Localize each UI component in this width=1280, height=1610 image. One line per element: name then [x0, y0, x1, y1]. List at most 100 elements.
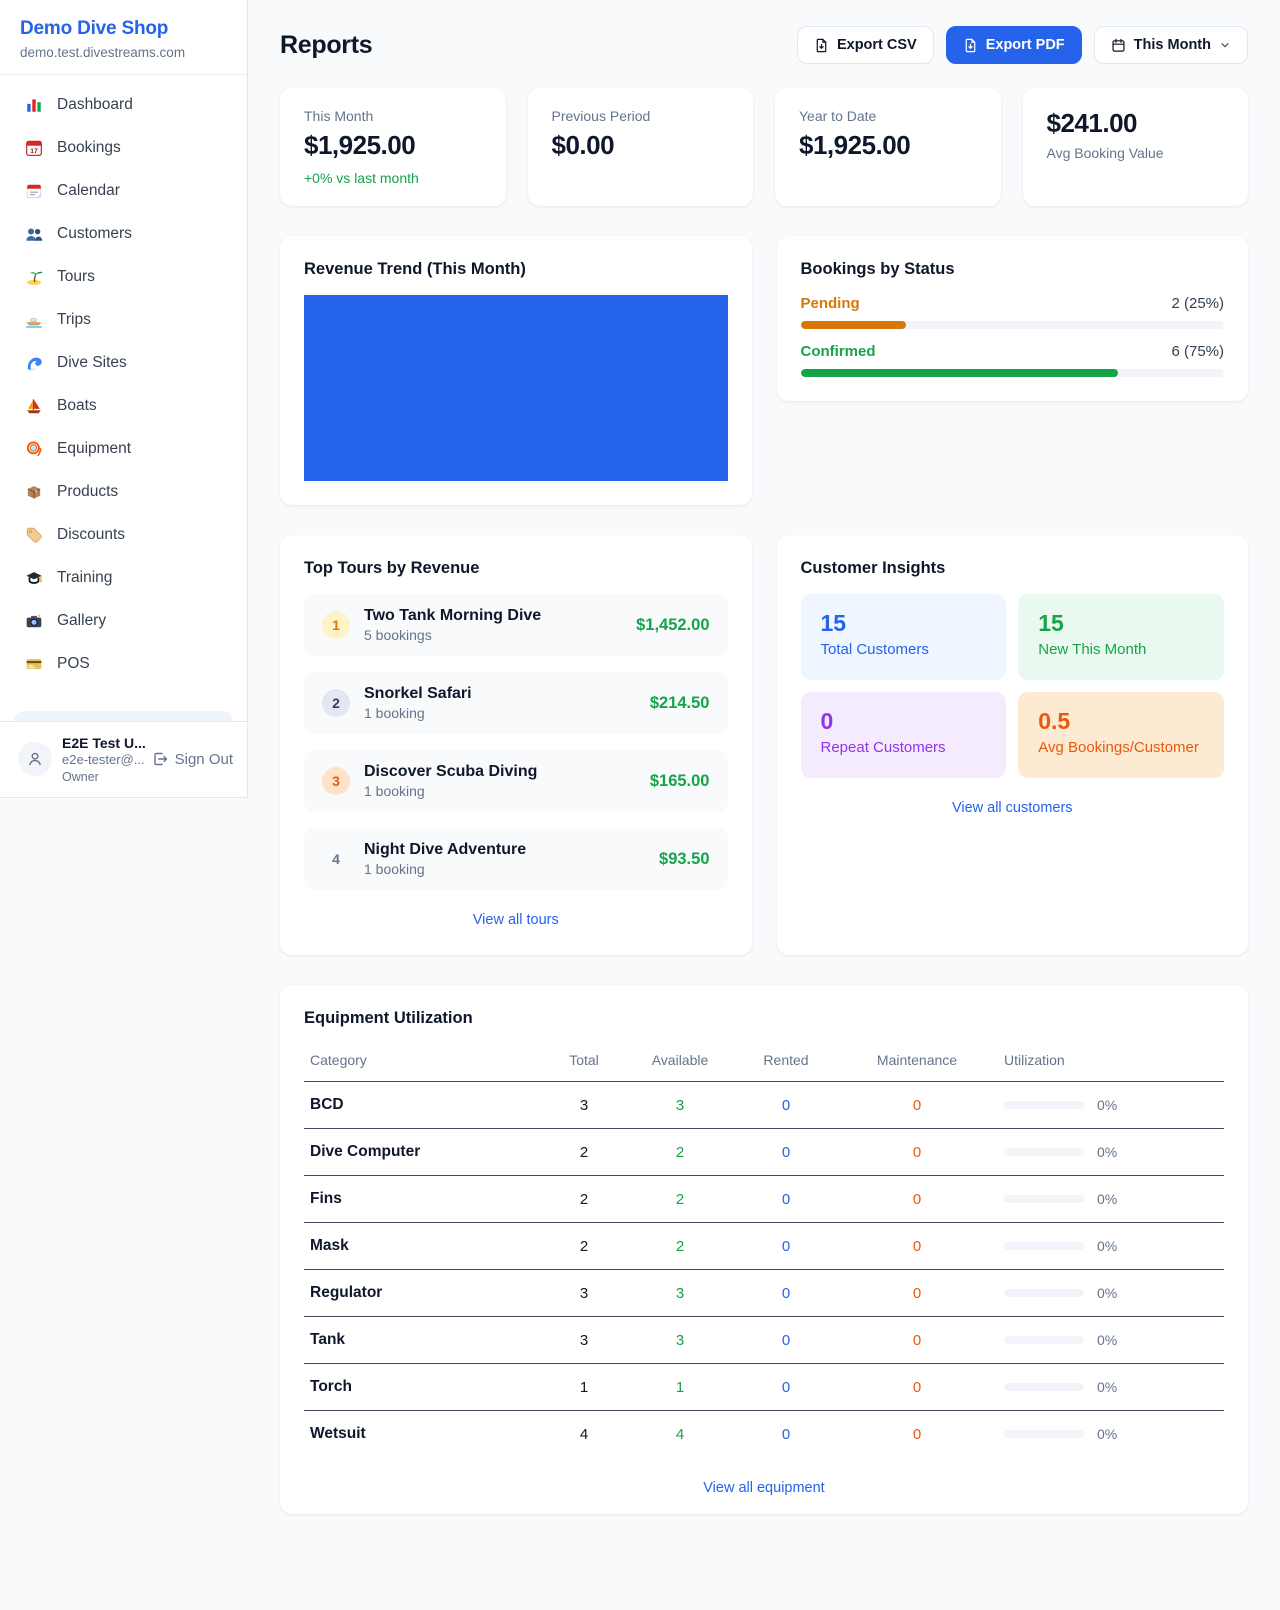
status-value-confirmed: 6 (75%)	[1171, 343, 1224, 360]
sidebar-item-label: Calendar	[57, 182, 120, 199]
table-row: Regulator 3 3 0 0 0%	[304, 1269, 1224, 1317]
sidebar-item-calendar[interactable]: Calendar	[14, 171, 233, 211]
top-tours-card: Top Tours by Revenue 1 Two Tank Morning …	[280, 535, 752, 955]
stat-card-year-to-date: Year to Date $1,925.00	[775, 88, 1001, 206]
user-email: e2e-tester@...	[62, 751, 145, 767]
col-rented: Rented	[736, 1044, 836, 1082]
status-label-pending: Pending	[800, 295, 860, 312]
avatar	[18, 742, 52, 777]
sidebar-item-boats[interactable]: Boats	[14, 386, 233, 426]
brand-domain: demo.test.divestreams.com	[20, 45, 186, 60]
island-icon	[24, 267, 44, 287]
stat-card-avg-booking-value: $241.00 Avg Booking Value	[1022, 88, 1248, 206]
period-dropdown[interactable]: This Month	[1093, 26, 1248, 64]
sidebar-item-label: Boats	[57, 397, 97, 414]
export-pdf-button[interactable]: Export PDF	[945, 26, 1082, 64]
tour-name: Discover Scuba Diving	[364, 763, 538, 780]
revenue-trend-chart	[304, 295, 728, 481]
sidebar-item-bookings[interactable]: 17 Bookings	[14, 128, 233, 168]
user-section: E2E Test U... e2e-tester@... Owner Sign …	[0, 720, 247, 797]
tour-row: 1 Two Tank Morning Dive 5 bookings $1,45…	[304, 594, 728, 656]
sidebar-item-label: Equipment	[57, 440, 132, 457]
stat-card-previous-period: Previous Period $0.00	[527, 88, 753, 206]
tear-calendar-icon	[24, 181, 44, 201]
sidebar-nav: Dashboard 17 Bookings Calendar Customers…	[0, 75, 247, 721]
logout-icon	[153, 753, 167, 766]
stat-label: Year to Date	[799, 108, 877, 124]
sidebar-item-label: Dashboard	[57, 96, 133, 113]
view-all-equipment-link[interactable]: View all equipment	[703, 1479, 825, 1496]
sidebar-item-trips[interactable]: Trips	[14, 300, 233, 340]
sidebar-item-discounts[interactable]: Discounts	[14, 515, 233, 555]
col-category: Category	[304, 1044, 544, 1082]
table-row: Fins 2 2 0 0 0%	[304, 1175, 1224, 1223]
stat-change: +0% vs last month	[304, 170, 419, 186]
insight-tile-total-customers: 15 Total Customers	[800, 594, 1007, 680]
utilization-bar	[1004, 1336, 1084, 1344]
tour-revenue: $93.50	[659, 849, 710, 868]
revenue-trend-card: Revenue Trend (This Month)	[280, 236, 752, 505]
tour-name: Two Tank Morning Dive	[364, 607, 542, 624]
user-role: Owner	[62, 769, 99, 784]
tour-revenue: $1,452.00	[636, 615, 710, 634]
package-icon	[24, 482, 44, 502]
calendar-date-icon: 17	[24, 138, 44, 158]
stat-label: This Month	[304, 108, 374, 124]
table-row: Torch 1 1 0 0 0%	[304, 1363, 1224, 1411]
sidebar-item-dashboard[interactable]: Dashboard	[14, 85, 233, 125]
sidebar-item-label: Customers	[57, 225, 132, 242]
stat-value: $1,925.00	[304, 130, 416, 160]
status-label-confirmed: Confirmed	[800, 343, 876, 360]
tour-row: 3 Discover Scuba Diving 1 booking $165.0…	[304, 750, 728, 812]
stat-value: $0.00	[551, 130, 615, 160]
revenue-trend-title: Revenue Trend (This Month)	[304, 260, 526, 278]
col-available: Available	[624, 1044, 736, 1082]
table-row: Tank 3 3 0 0 0%	[304, 1316, 1224, 1364]
sidebar-item-dive-sites[interactable]: Dive Sites	[14, 343, 233, 383]
tour-bookings: 5 bookings	[364, 627, 432, 643]
stat-card-this-month: This Month $1,925.00 +0% vs last month	[280, 88, 506, 206]
export-csv-button[interactable]: Export CSV	[796, 26, 934, 64]
wave-icon	[24, 353, 44, 373]
file-download-icon	[816, 38, 827, 52]
sign-out-button[interactable]: Sign Out	[152, 751, 233, 768]
sidebar-item-label: Discounts	[57, 526, 126, 543]
sidebar-item-customers[interactable]: Customers	[14, 214, 233, 254]
table-row: BCD 3 3 0 0 0%	[304, 1081, 1224, 1129]
stat-label: Avg Booking Value	[1046, 145, 1164, 161]
file-download-icon	[965, 38, 976, 52]
sidebar-item-pos[interactable]: POS	[14, 644, 233, 684]
stat-value: $1,925.00	[799, 130, 911, 160]
calendar-icon	[1112, 38, 1125, 52]
sidebar-item-gallery[interactable]: Gallery	[14, 601, 233, 641]
view-all-tours-link[interactable]: View all tours	[472, 912, 559, 928]
view-all-customers-link[interactable]: View all customers	[951, 800, 1073, 816]
rank-badge: 4	[332, 851, 340, 867]
sidebar-item-equipment[interactable]: Equipment	[14, 429, 233, 469]
stat-label: Previous Period	[551, 108, 651, 124]
table-row: Mask 2 2 0 0 0%	[304, 1222, 1224, 1270]
tour-row: 4 Night Dive Adventure 1 booking $93.50	[304, 828, 728, 890]
sidebar-item-tours[interactable]: Tours	[14, 257, 233, 297]
insight-tile-repeat-customers: 0 Repeat Customers	[800, 692, 1007, 778]
sidebar-active-item-partial	[14, 710, 233, 721]
rank-badge: 1	[322, 611, 350, 639]
utilization-bar	[1004, 1383, 1084, 1391]
tour-revenue: $165.00	[649, 771, 710, 790]
tour-bookings: 1 booking	[364, 861, 425, 877]
bookings-by-status-card: Bookings by Status Pending 2 (25%) Confi…	[776, 236, 1248, 401]
main-content: Reports Export CSV Export PDF This Month…	[248, 0, 1280, 1610]
utilization-bar	[1004, 1242, 1084, 1250]
sidebar-item-label: Dive Sites	[57, 354, 127, 371]
top-tours-title: Top Tours by Revenue	[304, 559, 480, 577]
equipment-table: Category Total Available Rented Maintena…	[304, 1044, 1224, 1458]
tour-name: Snorkel Safari	[364, 685, 472, 702]
col-utilization: Utilization	[998, 1044, 1224, 1082]
sidebar-item-products[interactable]: Products	[14, 472, 233, 512]
rank-badge: 3	[322, 767, 350, 795]
sidebar-item-training[interactable]: Training	[14, 558, 233, 598]
equipment-utilization-card: Equipment Utilization Category Total Ava…	[280, 985, 1248, 1514]
table-row: Wetsuit 4 4 0 0 0%	[310, 1425, 1118, 1443]
sidebar: Demo Dive Shop demo.test.divestreams.com…	[0, 0, 248, 1610]
person-icon	[29, 753, 41, 766]
